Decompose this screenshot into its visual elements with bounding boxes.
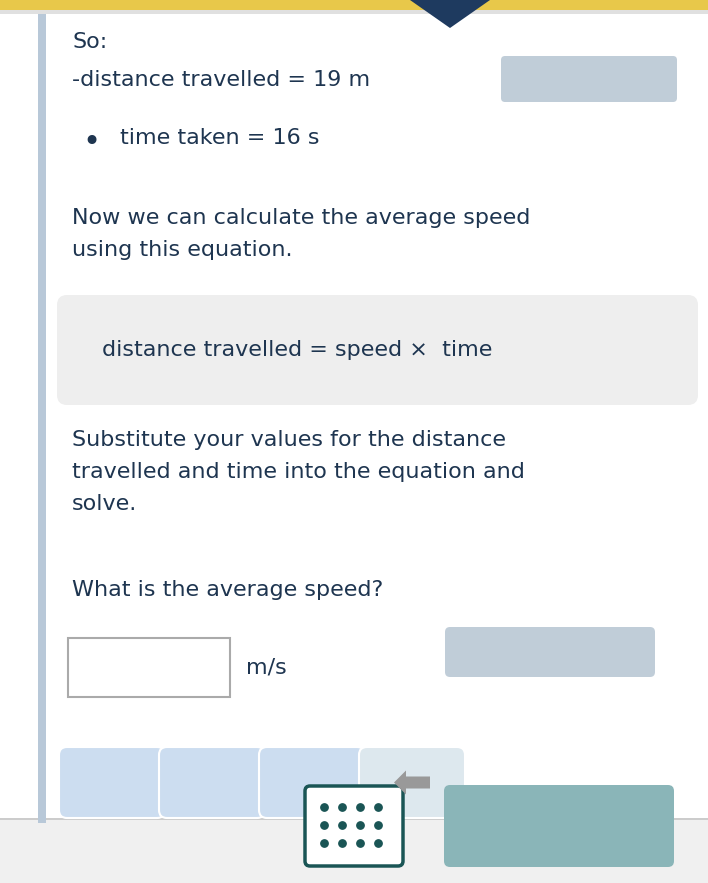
- FancyBboxPatch shape: [444, 785, 674, 867]
- Point: [319, 818, 330, 832]
- Text: •: •: [82, 128, 100, 157]
- Bar: [0, 10, 708, 14]
- FancyBboxPatch shape: [501, 56, 677, 102]
- Text: travelled and time into the equation and: travelled and time into the equation and: [72, 462, 525, 482]
- Point: [354, 818, 365, 832]
- FancyBboxPatch shape: [159, 747, 265, 818]
- Text: using this equation.: using this equation.: [72, 240, 292, 260]
- Text: Now we can calculate the average speed: Now we can calculate the average speed: [72, 208, 530, 228]
- Text: 7: 7: [103, 768, 122, 796]
- Text: -distance travelled = 19 m: -distance travelled = 19 m: [72, 70, 370, 90]
- Bar: [0, 818, 708, 820]
- FancyBboxPatch shape: [445, 627, 655, 677]
- Point: [372, 818, 384, 832]
- FancyBboxPatch shape: [68, 638, 230, 697]
- Text: distance travelled = speed ×  time: distance travelled = speed × time: [102, 340, 492, 360]
- Text: time taken = 16 s: time taken = 16 s: [120, 128, 319, 148]
- Point: [336, 818, 348, 832]
- Point: [372, 836, 384, 850]
- Text: To top  ↑: To top ↑: [547, 70, 631, 88]
- Bar: [0, 0, 708, 10]
- FancyBboxPatch shape: [305, 786, 403, 866]
- Bar: [0, 820, 708, 883]
- Point: [354, 800, 365, 814]
- Point: [319, 836, 330, 850]
- Text: solve.: solve.: [72, 494, 137, 514]
- Text: So:: So:: [72, 32, 107, 52]
- Text: Submit  ∨: Submit ∨: [501, 816, 617, 836]
- FancyBboxPatch shape: [59, 747, 165, 818]
- Polygon shape: [394, 771, 430, 795]
- Text: What is the average speed?: What is the average speed?: [72, 580, 383, 600]
- Point: [319, 800, 330, 814]
- Point: [354, 836, 365, 850]
- Text: 9: 9: [302, 768, 321, 796]
- Text: m/s: m/s: [246, 658, 287, 677]
- Point: [336, 800, 348, 814]
- Point: [372, 800, 384, 814]
- Text: To bottom  ↓: To bottom ↓: [490, 643, 610, 661]
- FancyBboxPatch shape: [57, 295, 698, 405]
- FancyBboxPatch shape: [359, 747, 465, 818]
- Point: [336, 836, 348, 850]
- FancyBboxPatch shape: [259, 747, 365, 818]
- Text: Substitute your values for the distance: Substitute your values for the distance: [72, 430, 506, 450]
- Text: Enter number: Enter number: [80, 659, 195, 676]
- Text: 8: 8: [202, 768, 222, 796]
- Bar: [38, 10, 46, 823]
- Polygon shape: [410, 0, 490, 28]
